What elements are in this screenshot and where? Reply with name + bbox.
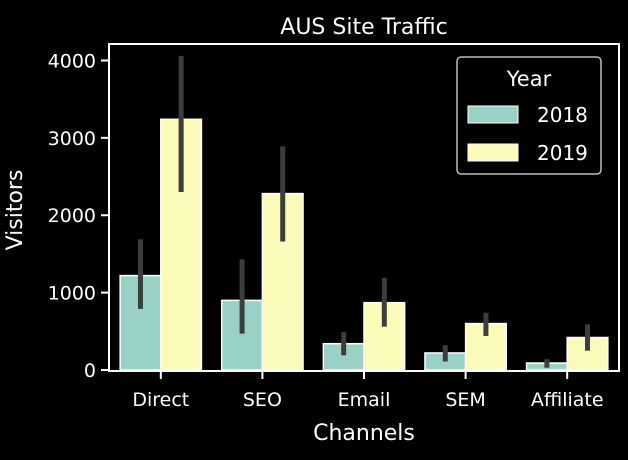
legend: Year 2018 2019 [456, 56, 602, 175]
x-tick-label-email: Email [338, 389, 391, 411]
x-tick-label-affiliate: Affiliate [531, 389, 604, 411]
y-tick-label-2000: 2000 [48, 205, 96, 227]
x-axis-label: Channels [313, 421, 415, 446]
x-axis: Direct SEO Email SEM Affiliate [132, 370, 604, 411]
legend-label-2019: 2019 [537, 141, 588, 165]
x-tick-label-direct: Direct [132, 389, 189, 411]
y-axis-label: Visitors [3, 170, 28, 251]
chart-title: AUS Site Traffic [280, 15, 447, 40]
error-bars-layer [137, 55, 591, 368]
legend-title: Year [506, 67, 552, 91]
y-axis: 0 1000 2000 3000 4000 [48, 50, 110, 382]
x-tick-label-seo: SEO [243, 389, 282, 411]
legend-swatch-2019 [467, 143, 519, 162]
legend-swatch-2018 [467, 105, 519, 124]
x-tick-label-sem: SEM [445, 389, 485, 411]
y-tick-label-0: 0 [84, 360, 96, 382]
y-tick-label-3000: 3000 [48, 128, 96, 150]
y-tick-label-1000: 1000 [48, 283, 96, 305]
legend-label-2018: 2018 [537, 103, 588, 127]
y-tick-label-4000: 4000 [48, 50, 96, 72]
